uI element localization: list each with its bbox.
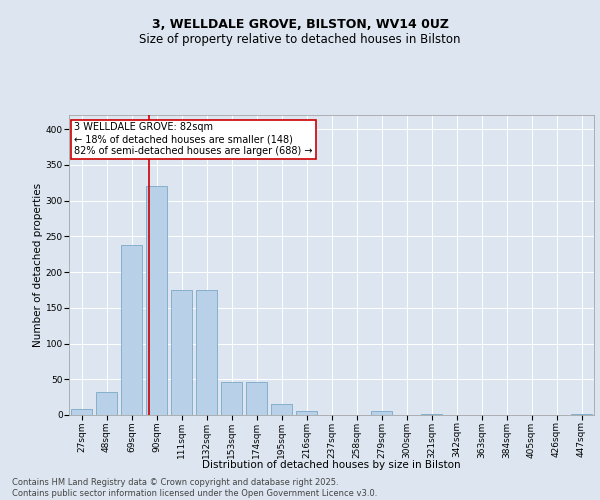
Bar xyxy=(271,404,292,415)
Bar xyxy=(196,290,217,415)
Bar xyxy=(421,414,442,415)
Bar xyxy=(246,382,267,415)
Bar xyxy=(171,290,192,415)
Text: 3 WELLDALE GROVE: 82sqm
← 18% of detached houses are smaller (148)
82% of semi-d: 3 WELLDALE GROVE: 82sqm ← 18% of detache… xyxy=(74,122,313,156)
Text: Contains HM Land Registry data © Crown copyright and database right 2025.
Contai: Contains HM Land Registry data © Crown c… xyxy=(12,478,377,498)
Bar xyxy=(96,392,117,415)
Bar xyxy=(121,245,142,415)
Bar xyxy=(571,414,592,415)
Y-axis label: Number of detached properties: Number of detached properties xyxy=(33,183,43,347)
Text: Size of property relative to detached houses in Bilston: Size of property relative to detached ho… xyxy=(139,32,461,46)
Bar xyxy=(146,186,167,415)
Text: 3, WELLDALE GROVE, BILSTON, WV14 0UZ: 3, WELLDALE GROVE, BILSTON, WV14 0UZ xyxy=(151,18,449,30)
Bar xyxy=(371,412,392,415)
Bar xyxy=(296,410,317,415)
Bar xyxy=(221,382,242,415)
X-axis label: Distribution of detached houses by size in Bilston: Distribution of detached houses by size … xyxy=(202,460,461,470)
Bar xyxy=(71,410,92,415)
